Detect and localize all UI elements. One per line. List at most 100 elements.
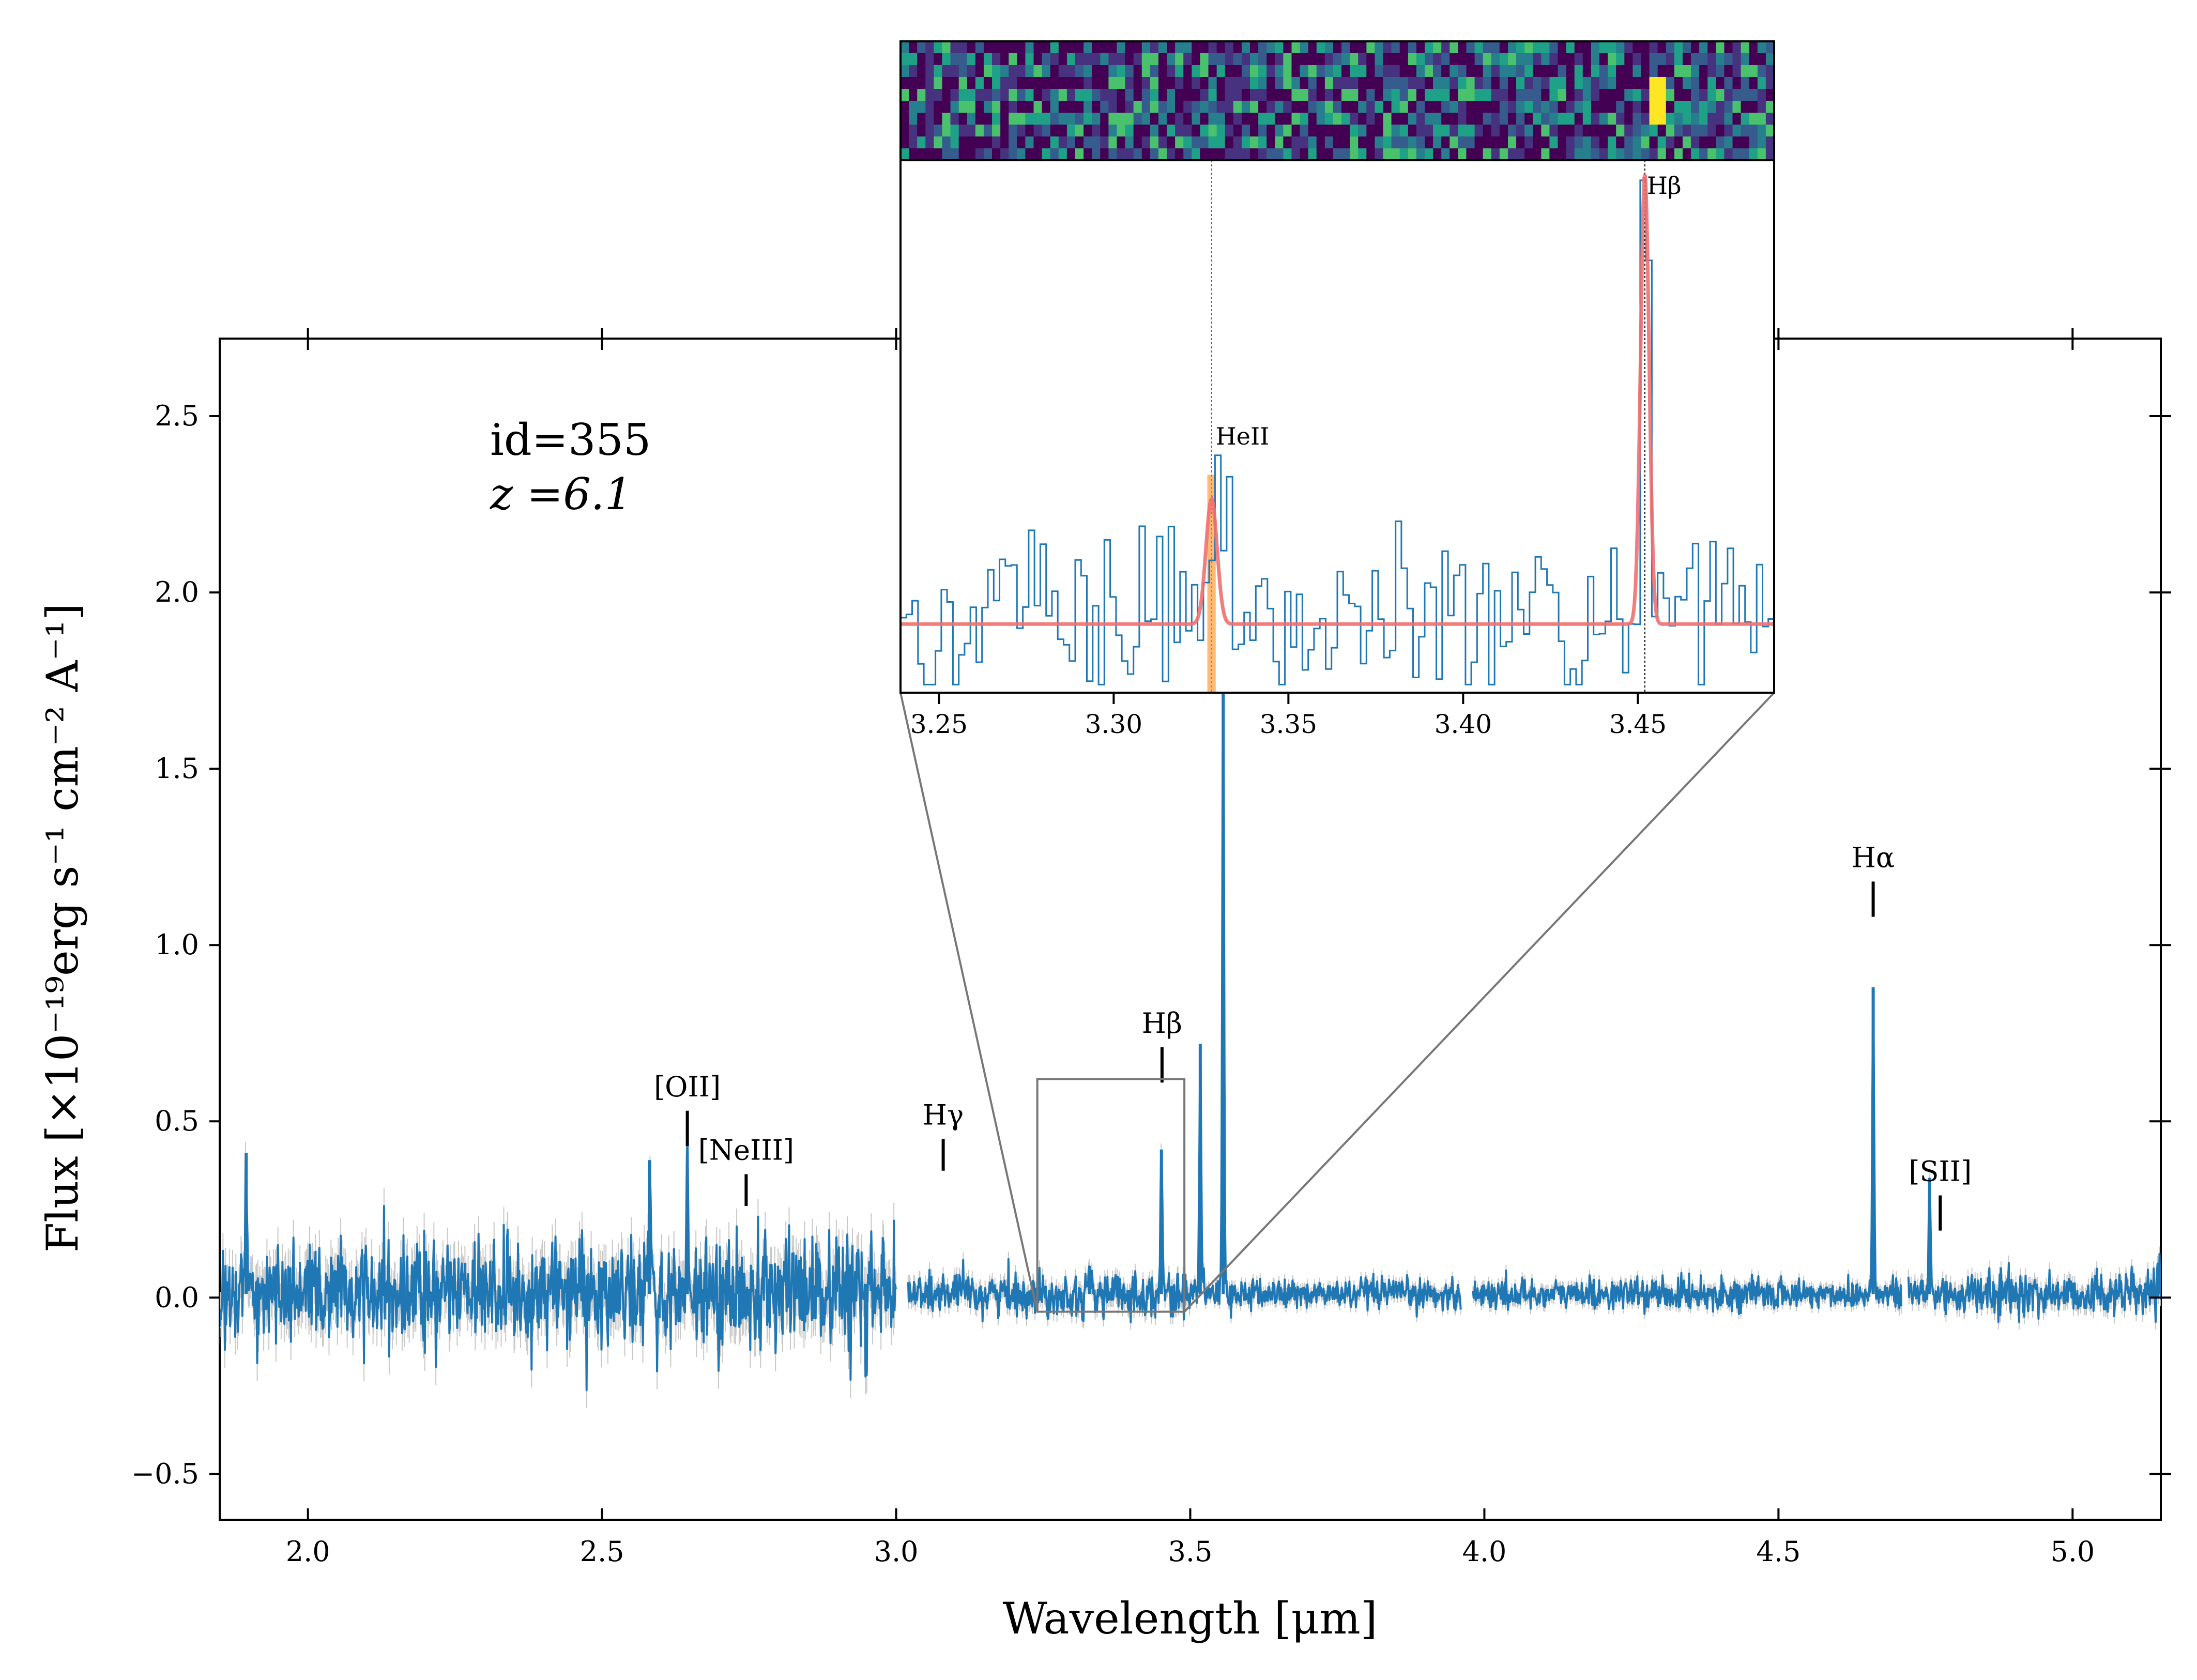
strip-pixel bbox=[1624, 148, 1633, 161]
strip-pixel bbox=[1000, 125, 1009, 137]
strip-pixel bbox=[1549, 65, 1559, 78]
strip-pixel bbox=[1691, 136, 1700, 149]
strip-pixel bbox=[1608, 65, 1616, 78]
strip-pixel bbox=[1732, 77, 1742, 89]
strip-pixel bbox=[1682, 53, 1691, 66]
strip-pixel bbox=[1741, 136, 1750, 149]
strip-pixel bbox=[1599, 113, 1608, 125]
strip-pixel bbox=[1192, 77, 1201, 89]
strip-pixel bbox=[1291, 113, 1301, 125]
strip-pixel bbox=[1383, 148, 1392, 161]
strip-pixel bbox=[917, 41, 926, 54]
strip-pixel bbox=[1533, 41, 1542, 54]
strip-pixel bbox=[1491, 136, 1500, 149]
zoom-region-box bbox=[1036, 1078, 1186, 1313]
strip-pixel bbox=[967, 148, 976, 161]
strip-pixel bbox=[992, 53, 1001, 66]
strip-pixel bbox=[1050, 136, 1059, 149]
strip-pixel bbox=[1291, 65, 1301, 78]
strip-pixel bbox=[1657, 101, 1667, 113]
strip-pixel bbox=[1558, 65, 1567, 78]
strip-pixel bbox=[917, 125, 926, 137]
strip-pixel bbox=[1025, 89, 1034, 101]
strip-pixel bbox=[1707, 65, 1716, 78]
strip-pixel bbox=[1084, 101, 1092, 113]
strip-pixel bbox=[1141, 101, 1151, 113]
strip-pixel bbox=[1649, 136, 1658, 149]
strip-pixel bbox=[1574, 77, 1583, 89]
strip-pixel bbox=[1308, 53, 1317, 66]
strip-pixel bbox=[1549, 113, 1559, 125]
strip-pixel bbox=[983, 89, 993, 101]
strip-pixel bbox=[1716, 125, 1725, 137]
strip-pixel bbox=[1133, 113, 1142, 125]
strip-pixel bbox=[1450, 113, 1458, 125]
strip-pixel bbox=[1275, 125, 1284, 137]
strip-pixel bbox=[1208, 148, 1217, 161]
strip-pixel bbox=[1108, 148, 1118, 161]
strip-pixel bbox=[1366, 41, 1376, 54]
strip-pixel bbox=[1341, 89, 1350, 101]
strip-pixel bbox=[1291, 101, 1301, 113]
strip-pixel bbox=[1058, 148, 1067, 161]
strip-pixel bbox=[1358, 136, 1367, 149]
line-marker-label: [SII] bbox=[1909, 1155, 1972, 1187]
strip-pixel bbox=[1341, 53, 1350, 66]
strip-pixel bbox=[1757, 125, 1766, 137]
strip-pixel bbox=[1133, 65, 1142, 78]
strip-pixel bbox=[1183, 89, 1192, 101]
strip-pixel bbox=[1042, 77, 1051, 89]
strip-pixel bbox=[1000, 113, 1009, 125]
strip-pixel bbox=[1125, 53, 1134, 66]
strip-pixel bbox=[1608, 77, 1616, 89]
strip-pixel bbox=[1108, 113, 1118, 125]
strip-pixel bbox=[1666, 41, 1675, 54]
strip-pixel bbox=[1466, 65, 1475, 78]
strip-pixel bbox=[1616, 101, 1625, 113]
strip-pixel bbox=[1524, 148, 1533, 161]
strip-pixel bbox=[1749, 65, 1758, 78]
strip-pixel bbox=[1458, 77, 1467, 89]
zoom-connectors bbox=[899, 692, 1775, 1312]
strip-pixel bbox=[1533, 53, 1542, 66]
strip-pixel bbox=[1192, 53, 1201, 66]
strip-pixel bbox=[1283, 77, 1292, 89]
strip-pixel bbox=[1333, 41, 1342, 54]
strip-pixel bbox=[1250, 113, 1259, 125]
strip-pixel bbox=[1133, 101, 1142, 113]
strip-pixel bbox=[1441, 53, 1450, 66]
strip-pixel bbox=[1699, 41, 1708, 54]
strip-pixel bbox=[1050, 65, 1059, 78]
strip-pixel bbox=[934, 65, 943, 78]
strip-pixel bbox=[1391, 125, 1400, 137]
strip-pixel bbox=[1408, 101, 1417, 113]
strip-pixel bbox=[1009, 125, 1017, 137]
strip-pixel bbox=[1533, 65, 1542, 78]
line-marker-label: Hα bbox=[1852, 841, 1895, 874]
strip-pixel bbox=[1433, 101, 1442, 113]
strip-pixel bbox=[1507, 148, 1517, 161]
strip-pixel bbox=[1416, 65, 1425, 78]
strip-pixel bbox=[1233, 53, 1242, 66]
strip-pixel bbox=[1125, 77, 1134, 89]
strip-pixel bbox=[1724, 136, 1733, 149]
strip-pixel bbox=[1416, 101, 1425, 113]
strip-pixel bbox=[1308, 41, 1317, 54]
strip-pixel bbox=[1275, 113, 1284, 125]
strip-pixel bbox=[1633, 65, 1642, 78]
strip-pixel bbox=[1000, 41, 1009, 54]
strip-pixel bbox=[1491, 148, 1500, 161]
strip-pixel bbox=[1350, 89, 1359, 101]
strip-pixel bbox=[1133, 41, 1142, 54]
strip-pixel bbox=[1350, 101, 1359, 113]
strip-pixel bbox=[1499, 77, 1508, 89]
strip-pixel bbox=[1167, 41, 1176, 54]
strip-pixel bbox=[1216, 89, 1226, 101]
inset-panel: HeII Hβ 3.25 3.30 3.35 3.40 3.45 bbox=[899, 40, 1775, 739]
strip-pixel bbox=[909, 53, 918, 66]
strip-pixel bbox=[1316, 53, 1325, 66]
strip-pixel bbox=[1682, 41, 1691, 54]
strip-pixel bbox=[1425, 101, 1433, 113]
strip-pixel bbox=[1216, 77, 1226, 89]
strip-pixel bbox=[942, 77, 951, 89]
